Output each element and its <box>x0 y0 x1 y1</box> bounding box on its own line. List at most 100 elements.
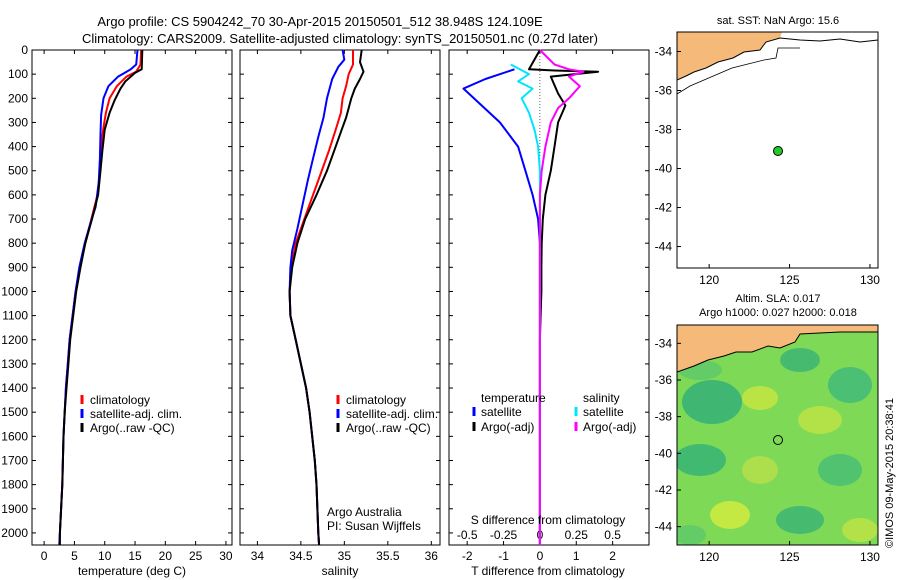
legend-label-sal-satellite: satellite <box>583 405 624 419</box>
x-tick-label: 15 <box>128 549 142 563</box>
map-y-tick-label: -42 <box>655 201 673 215</box>
map-y-tick-label: -34 <box>655 336 673 350</box>
temperature-panel: 0100200300400500600700800900100011001200… <box>1 43 233 578</box>
map-x-tick-label: 130 <box>860 273 880 287</box>
sst-land <box>677 32 782 80</box>
figure-subtitle: Climatology: CARS2009. Satellite-adjuste… <box>82 31 598 46</box>
legend-label-temp-satellite: satellite <box>481 405 522 419</box>
x-tick-label: 20 <box>159 549 173 563</box>
salinity-panel: 34 34.5 35 35.5 36 salinity climatology sate… <box>239 49 441 578</box>
x-tick-label: 30 <box>219 549 233 563</box>
legend-label-temp-argo: Argo(-adj) <box>481 420 534 434</box>
salinity-legend: climatology satellite-adj. clim. Argo(..… <box>336 393 438 435</box>
y-tick-label: 600 <box>8 188 28 202</box>
x-tick-label: 0 <box>537 549 544 563</box>
map-x-tick-label: 120 <box>699 550 719 564</box>
legend-label-argo: Argo(..raw -QC) <box>90 421 175 435</box>
sla-map-title-line1: Altim. SLA: 0.017 <box>736 293 821 305</box>
map-y-tick-label: -36 <box>655 84 673 98</box>
figure-title: Argo profile: CS 5904242_70 30-Apr-2015 … <box>97 14 543 29</box>
difference-panel: -2 -1 0 1 2-0.5 -0.25 0 0.25 0.5 T difference fr… <box>448 49 650 578</box>
map-x-tick-label: 125 <box>780 550 800 564</box>
sst-map-title: sat. SST: NaN Argo: 15.6 <box>717 15 839 27</box>
sla-blob <box>677 525 706 545</box>
map-y-tick-label: -40 <box>655 446 673 460</box>
x-tick-label: 34.5 <box>289 549 313 563</box>
x-tick-label: 0 <box>41 549 48 563</box>
sla-blob <box>710 501 750 529</box>
legend-label-satellite: satellite-adj. clim. <box>90 407 182 421</box>
sla-blob <box>828 367 872 403</box>
annotation-pi: PI: Susan Wijffels <box>327 519 421 533</box>
map-y-tick-label: -44 <box>655 240 673 254</box>
map-y-tick-label: -36 <box>655 373 673 387</box>
y-tick-label: 1400 <box>1 381 28 395</box>
x-tick-label: 2 <box>609 549 616 563</box>
series-line-argo-raw-qc- <box>58 49 144 545</box>
map-y-tick-label: -42 <box>655 483 673 497</box>
y-tick-label: 1500 <box>1 405 28 419</box>
series-line-argo-raw-qc- <box>288 49 365 546</box>
difference-legend: temperature salinity satellite Argo(-adj… <box>472 391 636 434</box>
y-tick-label: 500 <box>8 164 28 178</box>
sla-blob <box>776 506 824 534</box>
imos-credit: ©IMOS 09-May-2015 20:38:41 <box>884 398 896 548</box>
legend-title-temperature: temperature <box>481 391 546 405</box>
y-tick-label: 1300 <box>1 357 28 371</box>
sla-blob <box>818 454 862 486</box>
legend-label-satellite: satellite-adj. clim. <box>346 407 438 421</box>
x-tick-label: 35.5 <box>376 549 400 563</box>
legend-label-argo: Argo(..raw -QC) <box>346 421 431 435</box>
y-tick-label: 800 <box>8 236 28 250</box>
y-tick-label: 700 <box>8 212 28 226</box>
sla-land <box>677 325 878 372</box>
sst-map-frame <box>676 31 879 269</box>
sla-blob <box>842 518 878 542</box>
top-x-tick-label: 0.5 <box>604 528 621 542</box>
difference-xlabel: T difference from climatology <box>471 564 625 578</box>
y-tick-label: 400 <box>8 140 28 154</box>
sla-blob <box>677 444 726 476</box>
temperature-legend: climatology satellite-adj. clim. Argo(..… <box>80 393 182 435</box>
sla-blob <box>742 456 778 484</box>
x-tick-label: 5 <box>71 549 78 563</box>
x-tick-label: 34 <box>251 549 265 563</box>
y-tick-label: 100 <box>8 67 28 81</box>
sst-map: sat. SST: NaN Argo: 15.6 120 125 130 -34 -36… <box>655 15 881 287</box>
x-tick-label: 35 <box>338 549 352 563</box>
y-tick-label: 200 <box>8 91 28 105</box>
sla-float-marker <box>773 435 783 445</box>
y-tick-label: 1200 <box>1 333 28 347</box>
x-tick-label: -1 <box>498 549 509 563</box>
series-line-argo-adj- <box>528 49 600 545</box>
legend-title-salinity: salinity <box>583 391 620 405</box>
difference-top-xlabel: S difference from climatology <box>471 513 626 527</box>
y-tick-label: 1600 <box>1 429 28 443</box>
y-tick-label: 1900 <box>1 502 28 516</box>
y-tick-label: 1700 <box>1 453 28 467</box>
sla-map-title-line2: Argo h1000: 0.027 h2000: 0.018 <box>699 307 857 319</box>
map-y-tick-label: -38 <box>655 410 673 424</box>
sla-field <box>677 325 878 545</box>
y-tick-label: 2000 <box>1 526 28 540</box>
sst-float-marker <box>773 146 783 156</box>
sla-blob <box>682 380 742 424</box>
y-tick-label: 900 <box>8 260 28 274</box>
top-x-tick-label: 0.25 <box>565 528 589 542</box>
sst-coastline <box>677 37 878 81</box>
sst-shelf-contour <box>677 47 800 95</box>
map-y-tick-label: -44 <box>655 520 673 534</box>
sla-coastline <box>677 331 878 373</box>
series-line-satellite <box>462 68 541 545</box>
difference-plot-frame <box>448 49 650 546</box>
annotation-argo-australia: Argo Australia <box>327 505 402 519</box>
series-line-satellite <box>510 63 541 545</box>
y-tick-label: 1800 <box>1 478 28 492</box>
temperature-xlabel: temperature (deg C) <box>78 564 186 578</box>
map-x-tick-label: 130 <box>860 550 880 564</box>
top-x-tick-label: -0.25 <box>490 528 518 542</box>
legend-label-sal-argo: Argo(-adj) <box>583 420 636 434</box>
y-tick-label: 1000 <box>1 284 28 298</box>
map-y-tick-label: -34 <box>655 45 673 59</box>
